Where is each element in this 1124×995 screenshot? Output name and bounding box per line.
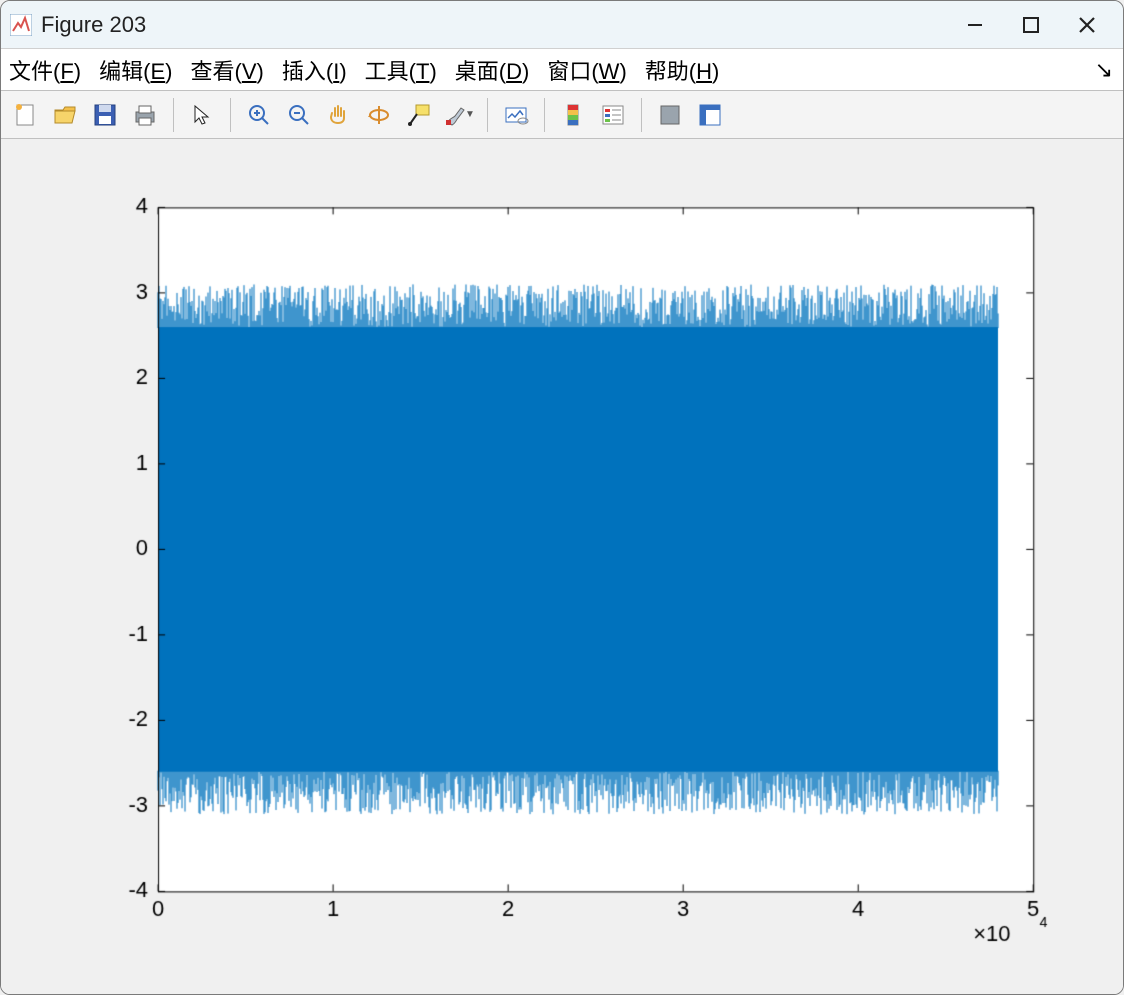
new-figure-icon[interactable] xyxy=(7,97,43,133)
link-plot-icon[interactable] xyxy=(498,97,534,133)
menu-file[interactable]: 文件(F) xyxy=(9,54,81,86)
titlebar: Figure 203 xyxy=(1,1,1123,49)
menu-view[interactable]: 查看(V) xyxy=(190,54,263,86)
zoom-out-icon[interactable] xyxy=(281,97,317,133)
menubar: 文件(F) 编辑(E) 查看(V) 插入(I) 工具(T) 桌面(D) 窗口(W… xyxy=(1,49,1123,91)
menu-desktop[interactable]: 桌面(D) xyxy=(455,54,530,86)
brush-icon[interactable]: ▼ xyxy=(441,97,477,133)
plot-area[interactable] xyxy=(1,139,1123,994)
save-icon[interactable] xyxy=(87,97,123,133)
minimize-button[interactable] xyxy=(947,1,1003,49)
open-icon[interactable] xyxy=(47,97,83,133)
menu-window[interactable]: 窗口(W) xyxy=(547,54,626,86)
pan-icon[interactable] xyxy=(321,97,357,133)
menu-edit[interactable]: 编辑(E) xyxy=(99,54,172,86)
window-title: Figure 203 xyxy=(41,12,146,38)
close-button[interactable] xyxy=(1059,1,1115,49)
colorbar-icon[interactable] xyxy=(555,97,591,133)
axes-canvas xyxy=(1,139,1123,994)
undock-icon[interactable]: ↘ xyxy=(1095,57,1113,83)
show-plot-tools-icon[interactable] xyxy=(692,97,728,133)
menu-insert[interactable]: 插入(I) xyxy=(282,54,347,86)
pointer-icon[interactable] xyxy=(184,97,220,133)
matlab-icon xyxy=(9,13,33,37)
figure-window: Figure 203 文件(F) 编辑(E) 查看(V) 插入(I) 工具(T)… xyxy=(0,0,1124,995)
print-icon[interactable] xyxy=(127,97,163,133)
data-cursor-icon[interactable] xyxy=(401,97,437,133)
legend-icon[interactable] xyxy=(595,97,631,133)
toolbar: ▼ xyxy=(1,91,1123,139)
hide-plot-tools-icon[interactable] xyxy=(652,97,688,133)
maximize-button[interactable] xyxy=(1003,1,1059,49)
menu-help[interactable]: 帮助(H) xyxy=(645,54,720,86)
menu-tools[interactable]: 工具(T) xyxy=(365,54,437,86)
zoom-in-icon[interactable] xyxy=(241,97,277,133)
rotate3d-icon[interactable] xyxy=(361,97,397,133)
